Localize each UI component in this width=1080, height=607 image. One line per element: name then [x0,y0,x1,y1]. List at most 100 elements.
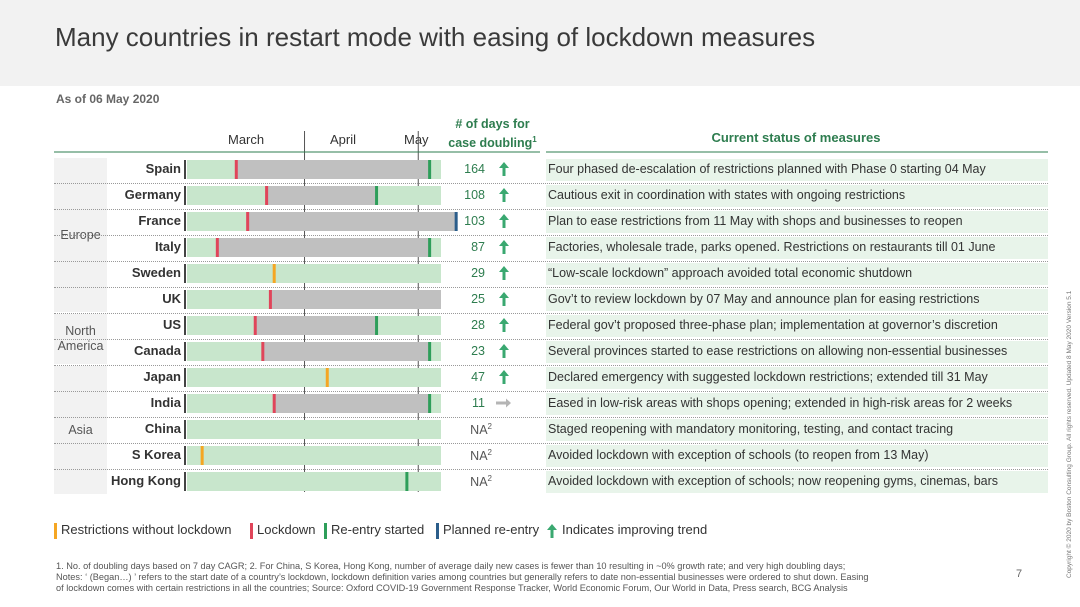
status-text: Avoided lockdown with exception of schoo… [548,448,929,462]
status-text: Avoided lockdown with exception of schoo… [548,474,999,488]
row-separator [54,286,1048,288]
row-axis-tick [184,342,186,361]
row-axis-tick [184,394,186,413]
row-axis-tick [184,290,186,309]
status-row-bg [546,341,1048,363]
legend-planned-swatch [436,522,439,539]
row-separator [54,338,1048,340]
right-arrow-icon [496,398,511,408]
lockdown-span [266,186,377,205]
status-row-bg [546,471,1048,493]
row-axis-tick [184,186,186,205]
restrictions-marker [272,264,276,283]
lockdown-span [247,212,457,231]
row-separator [54,182,1048,184]
days-doubling-header: # of days for case doubling1 [448,117,537,151]
row-separator [54,468,1048,470]
lockdown-span [270,290,441,309]
status-row-bg [546,367,1048,389]
country-label: Spain [145,161,181,176]
status-row-bg [546,263,1048,285]
lockdown-marker [261,342,265,361]
row-axis-tick [184,316,186,335]
legend-reentry: Re-entry started [324,522,424,539]
row-separator [54,390,1048,392]
reentry-marker [405,472,409,491]
region-label: Asia [68,422,93,437]
lockdown-marker [246,212,250,231]
doubling-days-value: 103 [464,214,485,228]
timeline-bar [187,368,441,387]
country-label: Italy [154,239,181,254]
up-arrow-icon [499,188,509,202]
status-row-bg [546,211,1048,233]
row-separator [54,234,1048,236]
doubling-days-value: NA2 [470,474,492,490]
doubling-days-value: 25 [471,292,485,306]
footnote: 1. No. of doubling days based on 7 day C… [56,561,869,593]
lockdown-marker [272,394,276,413]
lockdown-span [236,160,430,179]
legend-restrictions-swatch [54,522,57,539]
lockdown-span [255,316,377,335]
doubling-days-value: NA2 [470,448,492,464]
row-axis-tick [184,420,186,439]
doubling-days-value: 29 [471,266,485,280]
country-label: Germany [124,187,181,202]
country-label: US [162,317,181,332]
doubling-days-value: 11 [472,396,485,410]
legend-trend: Indicates improving trend [546,522,707,539]
status-text: Four phased de-escalation of restriction… [548,162,986,176]
status-row-bg [546,315,1048,337]
legend-planned: Planned re-entry [436,522,539,539]
page-title: Many countries in restart mode with easi… [55,22,816,52]
restrictions-marker [200,446,204,465]
lockdown-marker [265,186,269,205]
reentry-marker [375,186,379,205]
country-label: Sweden [131,265,181,280]
status-text: Eased in low-risk areas with shops openi… [548,396,1013,410]
status-header: Current status of measures [711,130,881,145]
row-separator [54,312,1048,314]
up-arrow-icon [499,344,509,358]
country-label: UK [162,291,181,306]
row-axis-tick [184,368,186,387]
lockdown-marker [253,316,257,335]
up-arrow-icon [499,292,509,306]
month-may: May [404,132,429,147]
page-number: 7 [1016,568,1023,580]
status-text: “Low-scale lockdown” approach avoided to… [548,266,913,280]
up-arrow-icon [499,318,509,332]
country-label: Canada [134,343,181,358]
lockdown-span [262,342,430,361]
doubling-days-value: NA2 [470,422,492,438]
status-text: Declared emergency with suggested lockdo… [548,370,988,384]
up-arrow-icon [499,370,509,384]
doubling-days-value: 28 [471,318,485,332]
status-row-bg [546,445,1048,467]
country-label: Hong Kong [110,473,181,488]
country-label: China [144,421,181,436]
reentry-marker [428,394,432,413]
copyright-note: Copyright © 2020 by Boston Consulting Gr… [1066,290,1073,578]
status-text: Plan to ease restrictions from 11 May wi… [548,214,963,228]
status-row-bg [546,237,1048,259]
row-axis-tick [184,472,186,491]
planned-reentry-marker [454,212,458,231]
row-separator [54,416,1048,418]
reentry-marker [428,238,432,257]
lockdown-marker [215,238,219,257]
doubling-days-value: 164 [464,162,485,176]
doubling-days-value: 47 [471,370,485,384]
country-label: S Korea [131,447,181,462]
lockdown-span [274,394,430,413]
region-label: North America [57,324,104,353]
up-arrow-icon [499,240,509,254]
row-axis-tick [184,446,186,465]
legend-lockdown-swatch [250,522,253,539]
status-text: Federal gov’t proposed three-phase plan;… [548,318,998,332]
doubling-days-value: 108 [464,188,485,202]
month-march: March [228,132,265,147]
reentry-marker [375,316,379,335]
